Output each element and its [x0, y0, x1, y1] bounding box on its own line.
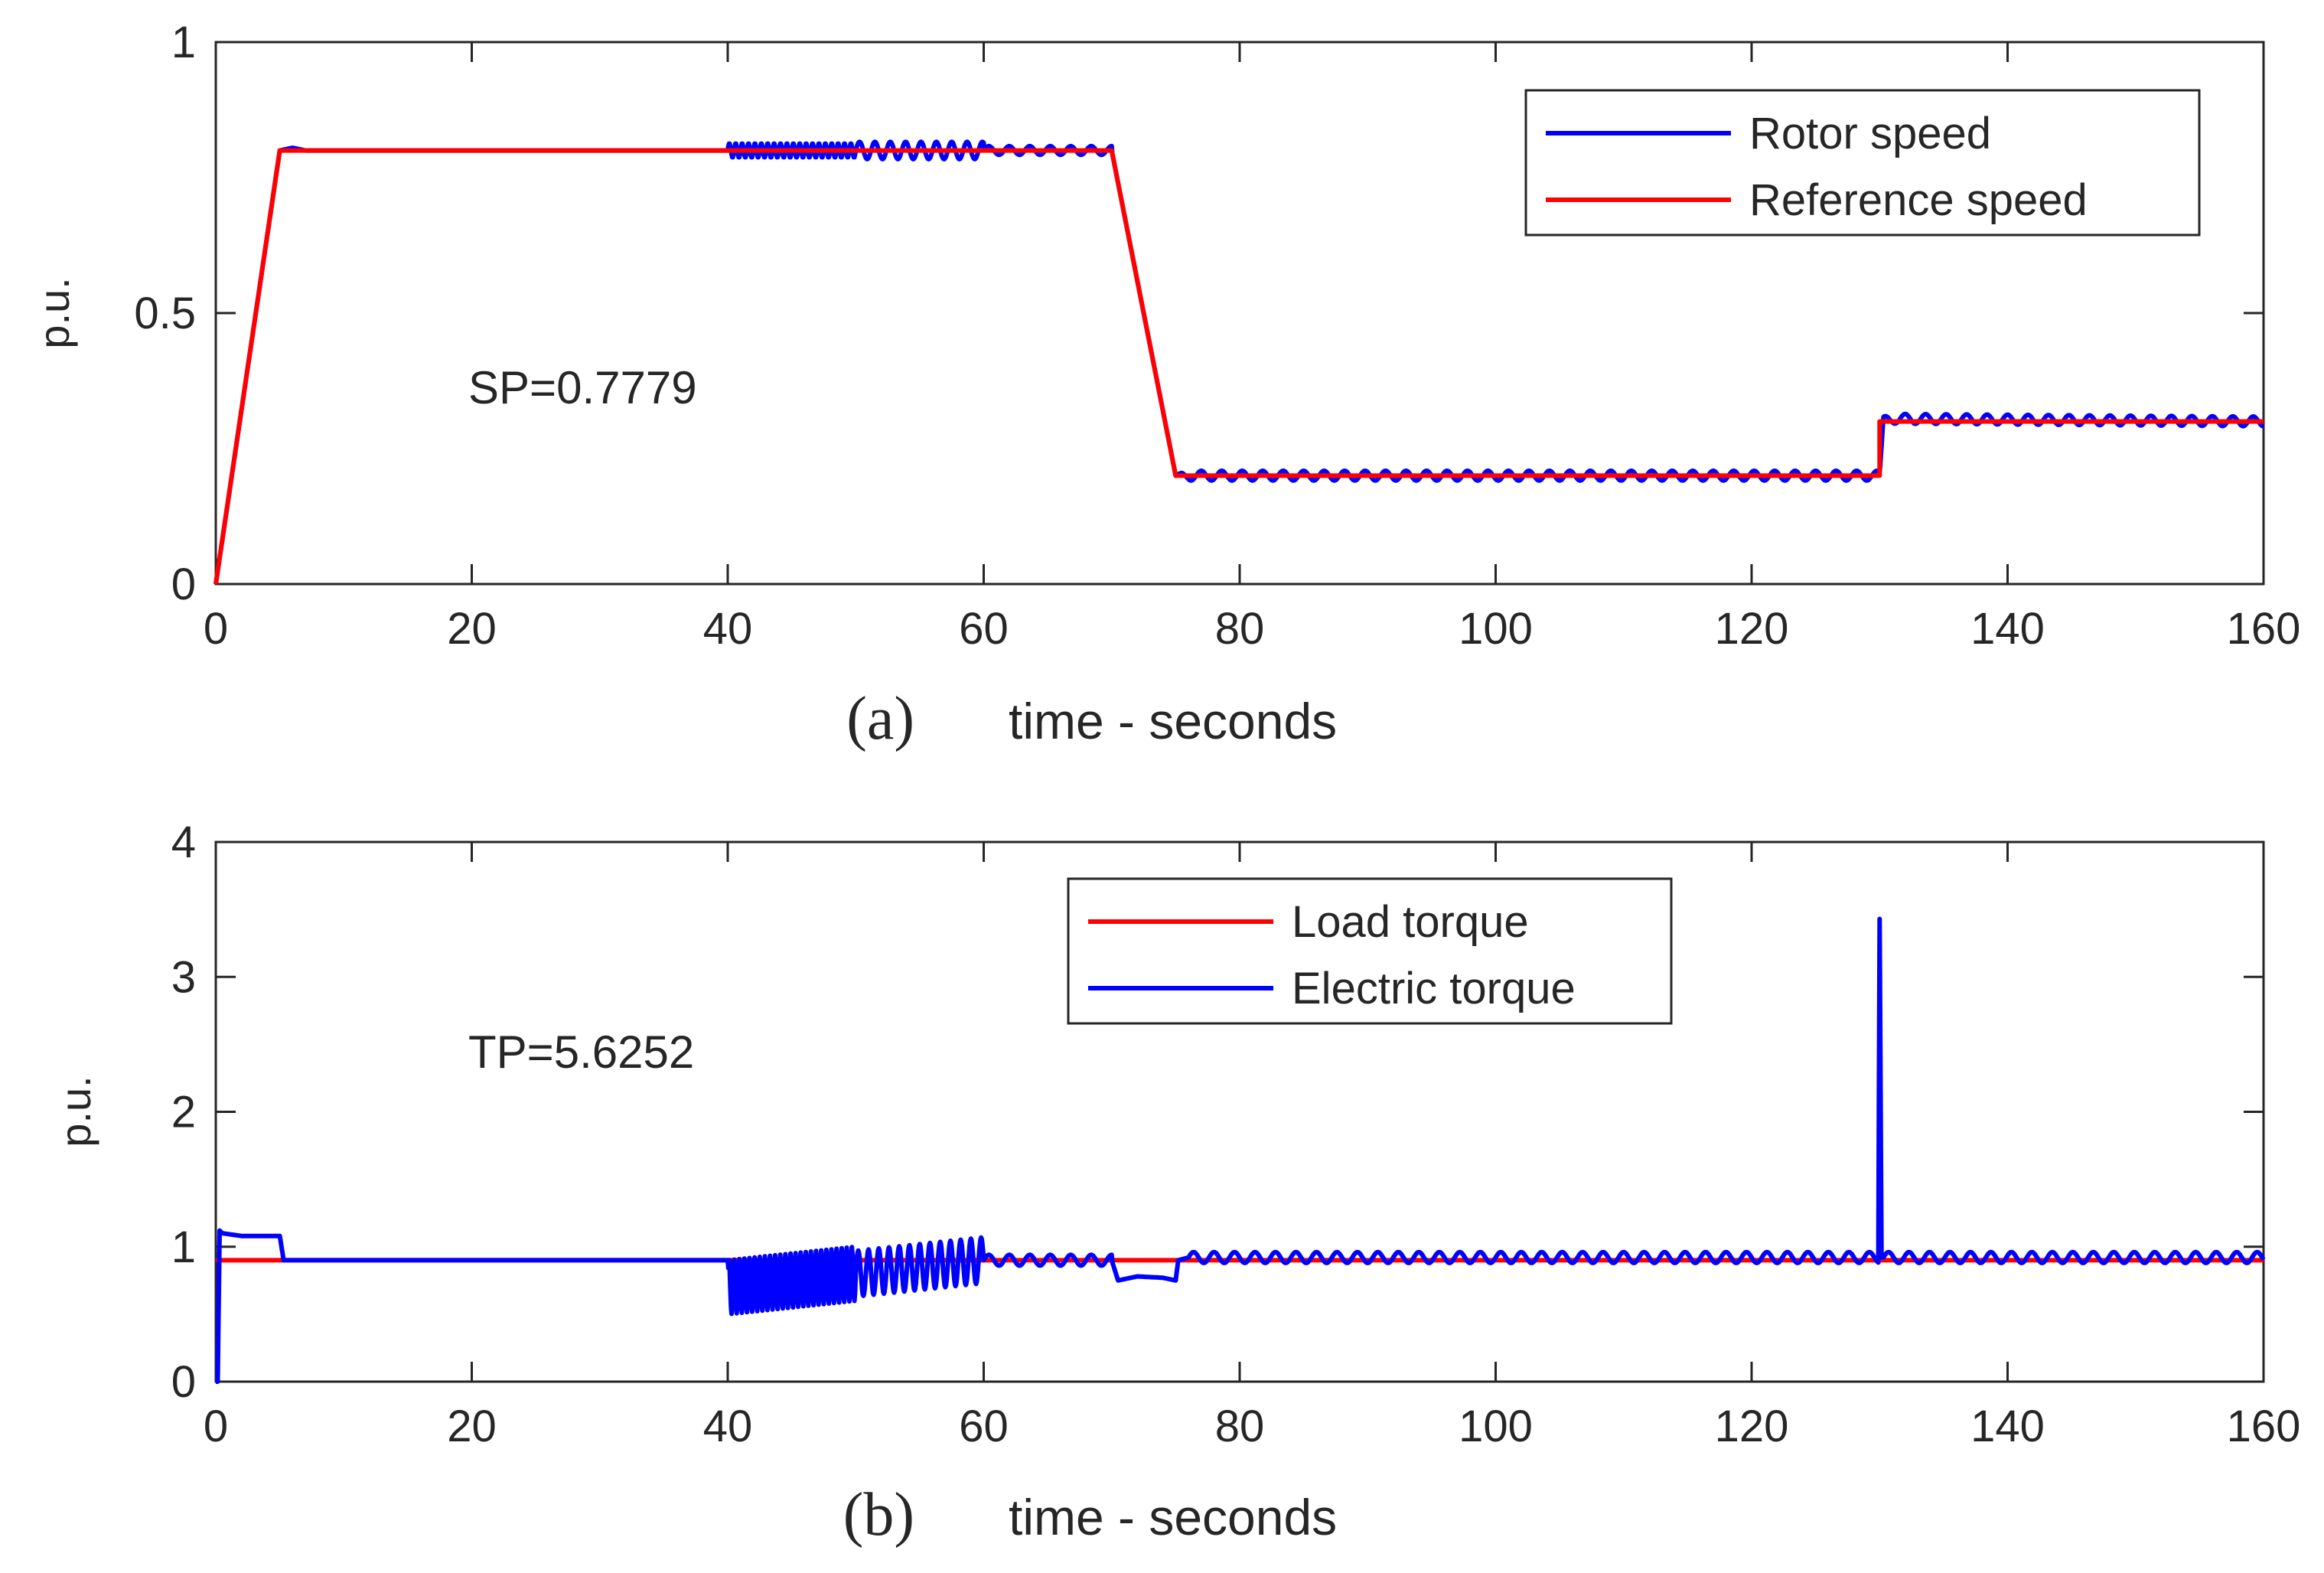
x-tick-label: 60	[959, 1402, 1009, 1451]
panel-b-annotation: TP=5.6252	[468, 1026, 694, 1078]
y-tick-label: 4	[171, 818, 196, 867]
panel-a-panel-label: (a)	[846, 685, 914, 752]
x-tick-label: 100	[1459, 1402, 1533, 1451]
x-tick-label: 80	[1215, 1402, 1265, 1451]
x-tick-label: 100	[1459, 604, 1533, 654]
panel-b-x-axis: 0 20 40 60 80 100 120 140 160	[204, 842, 2301, 1451]
panel-b-y-axis: 0 1 2 3 4	[171, 818, 2264, 1407]
panel-b-legend-box	[1067, 877, 1673, 1025]
x-tick-label: 160	[2227, 604, 2301, 654]
panel-a-legend-box	[1524, 89, 2201, 237]
legend-label-load-torque: Load torque	[1292, 897, 1529, 947]
x-tick-label: 20	[447, 604, 497, 654]
y-tick-label: 3	[171, 952, 196, 1002]
x-tick-label: 60	[959, 604, 1009, 654]
panel-a-y-axis: 00.51	[134, 18, 2264, 609]
x-tick-label: 140	[1970, 604, 2045, 654]
panel-a-x-axis: 0 20 40 60 80 100 120 140 160	[204, 42, 2301, 654]
x-tick-label: 40	[703, 1402, 753, 1451]
x-tick-label: 140	[1970, 1402, 2045, 1451]
x-tick-label: 40	[703, 604, 753, 654]
panel-a-x-axis-label: time - seconds	[1009, 693, 1337, 749]
y-tick-label: 2	[171, 1088, 196, 1137]
panel-b-series-group	[213, 916, 2266, 1384]
series-electric-torque	[213, 916, 2266, 1384]
panel-a-speed-chart: 0 20 40 60 80 100 120 140 160 00.51 p.u. (a) tim…	[30, 18, 2300, 752]
x-tick-label: 160	[2227, 1402, 2301, 1451]
panel-b-torque-chart: 0 20 40 60 80 100 120 140 160 0 1 2 3 4 p.u. (b) tim…	[51, 818, 2300, 1549]
panel-b-panel-label: (b)	[843, 1481, 914, 1549]
legend-label-reference-speed: Reference speed	[1749, 175, 2088, 225]
panel-b-y-axis-label: p.u.	[51, 1075, 99, 1147]
y-tick-label: 1	[171, 18, 196, 67]
x-tick-label: 20	[447, 1402, 497, 1451]
x-tick-label: 120	[1715, 604, 1789, 654]
panel-a-series-group	[213, 139, 2266, 585]
legend-label-rotor-speed: Rotor speed	[1749, 109, 1991, 158]
y-tick-label: 0	[171, 560, 196, 609]
y-tick-label: 1	[171, 1222, 196, 1272]
y-tick-label: 0.5	[134, 289, 196, 338]
panel-a-y-axis-label: p.u.	[30, 277, 78, 348]
panel-b-x-axis-label: time - seconds	[1009, 1489, 1337, 1545]
panel-b-legend: Load torque Electric torque	[1067, 877, 1673, 1025]
x-tick-label: 120	[1715, 1402, 1789, 1451]
x-tick-label: 0	[204, 604, 228, 654]
legend-label-electric-torque: Electric torque	[1292, 964, 1576, 1013]
x-tick-label: 80	[1215, 604, 1265, 654]
panel-a-legend: Rotor speed Reference speed	[1524, 89, 2201, 237]
panel-a-annotation: SP=0.7779	[468, 362, 697, 413]
y-tick-label: 0	[171, 1357, 196, 1407]
series-reference-speed	[213, 148, 2264, 585]
x-tick-label: 0	[204, 1402, 228, 1451]
